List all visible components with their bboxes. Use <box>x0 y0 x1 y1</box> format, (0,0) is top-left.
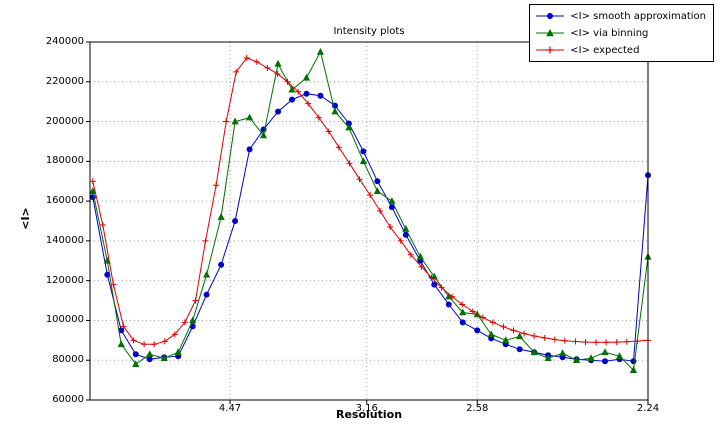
marker-circle <box>132 351 139 358</box>
y-tick-label: 200000 <box>45 115 84 127</box>
series-line-circle <box>92 93 649 362</box>
legend-entry-expected: <I> expected <box>535 42 706 58</box>
series-line-triangle <box>92 50 649 372</box>
marker-circle <box>516 346 523 353</box>
legend-entry-smooth-approximation: <I> smooth approximation <box>535 8 706 24</box>
x-tick-label: 2.58 <box>466 403 489 414</box>
marker-circle <box>374 178 381 185</box>
plot-frame <box>89 41 649 401</box>
legend: <I> smooth approximation <I> via binning… <box>529 4 714 62</box>
marker-circle <box>360 148 367 155</box>
marker-triangle <box>89 47 652 373</box>
legend-sample-triangle-icon <box>536 29 565 37</box>
marker-circle <box>388 204 395 211</box>
marker-circle <box>104 271 111 278</box>
y-tick-label: 240000 <box>45 36 84 47</box>
marker-circle <box>203 291 210 298</box>
marker-circle <box>431 281 438 288</box>
marker-circle <box>630 358 637 365</box>
x-tick-label: 2.24 <box>636 403 660 414</box>
y-tick-label: 160000 <box>45 195 84 207</box>
marker-plus <box>89 54 651 348</box>
x-tick-label: 4.47 <box>218 403 242 414</box>
marker-circle <box>602 358 609 365</box>
chart-title: Intensity plots <box>333 26 405 37</box>
y-tick-label: 60000 <box>52 394 84 405</box>
legend-label: <I> via binning <box>570 27 649 39</box>
y-tick-label: 120000 <box>45 274 84 286</box>
marker-circle <box>459 319 466 326</box>
y-axis-label: <I> <box>18 207 32 230</box>
y-tick-label: 220000 <box>45 75 84 87</box>
marker-circle <box>118 327 125 334</box>
marker-circle <box>246 146 253 153</box>
marker-circle <box>303 90 310 97</box>
legend-label: <I> smooth approximation <box>570 10 706 22</box>
legend-entry-via-binning: <I> via binning <box>535 25 706 41</box>
marker-circle <box>218 261 225 268</box>
y-tick-label: 140000 <box>45 234 84 246</box>
y-tick-label: 180000 <box>45 155 84 167</box>
marker-circle <box>474 327 481 334</box>
x-axis-label: Resolution <box>335 408 403 421</box>
y-tick-label: 100000 <box>45 314 84 326</box>
y-tick-label: 80000 <box>52 354 84 366</box>
marker-circle <box>288 96 295 103</box>
marker-circle <box>445 301 452 308</box>
legend-label: <I> expected <box>570 44 640 56</box>
marker-circle <box>275 108 282 115</box>
legend-sample-plus-icon <box>536 46 565 54</box>
marker-circle <box>402 231 409 238</box>
marker-circle <box>146 356 153 363</box>
legend-sample-circle-icon <box>536 13 565 19</box>
marker-circle <box>317 92 324 99</box>
marker-circle <box>232 218 239 224</box>
x-tick-label: 3.16 <box>355 403 378 414</box>
